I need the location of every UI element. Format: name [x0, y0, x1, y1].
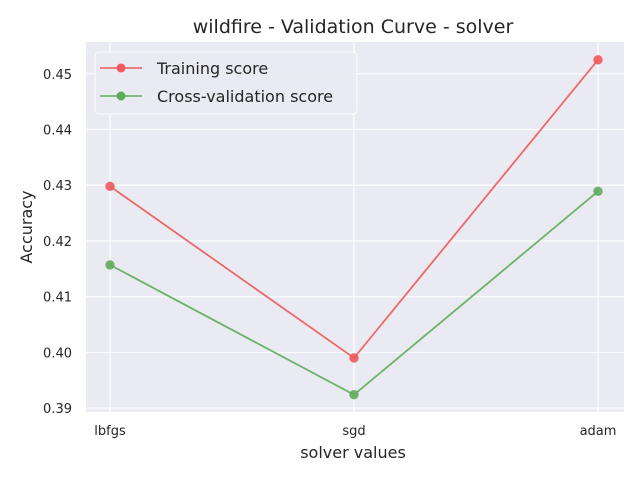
x-tick-label: lbfgs — [94, 424, 126, 439]
y-tick-label: 0.44 — [43, 123, 72, 138]
y-tick-labels: 0.39 0.40 0.41 0.42 0.43 0.44 0.45 — [43, 68, 72, 417]
legend-box — [94, 51, 358, 115]
chart-title: wildfire - Validation Curve - solver — [193, 16, 514, 38]
x-tick-label: sgd — [342, 424, 365, 439]
y-tick-label: 0.43 — [43, 179, 72, 194]
x-tick-label: adam — [580, 424, 617, 439]
series-layer — [105, 55, 603, 400]
legend: Training score Cross-validation score — [94, 51, 358, 115]
legend-marker-training — [116, 63, 126, 73]
legend-label-training: Training score — [156, 59, 268, 78]
series-1-point — [105, 260, 115, 270]
series-1-point — [593, 186, 603, 197]
series-0-point — [349, 353, 359, 363]
y-tick-label: 0.41 — [43, 291, 72, 306]
y-axis-label: Accuracy — [17, 190, 36, 263]
y-tick-label: 0.40 — [43, 346, 72, 361]
y-tick-label: 0.39 — [43, 402, 72, 417]
x-tick-labels: lbfgs sgd adam — [94, 424, 616, 439]
series-0-point — [105, 181, 115, 192]
legend-marker-cv — [116, 91, 126, 101]
x-axis-label: solver values — [300, 443, 406, 462]
legend-label-cv: Cross-validation score — [157, 87, 333, 106]
y-tick-label: 0.45 — [43, 68, 72, 83]
series-1-point — [349, 390, 359, 400]
series-0-point — [593, 55, 603, 65]
y-tick-label: 0.42 — [43, 235, 72, 250]
